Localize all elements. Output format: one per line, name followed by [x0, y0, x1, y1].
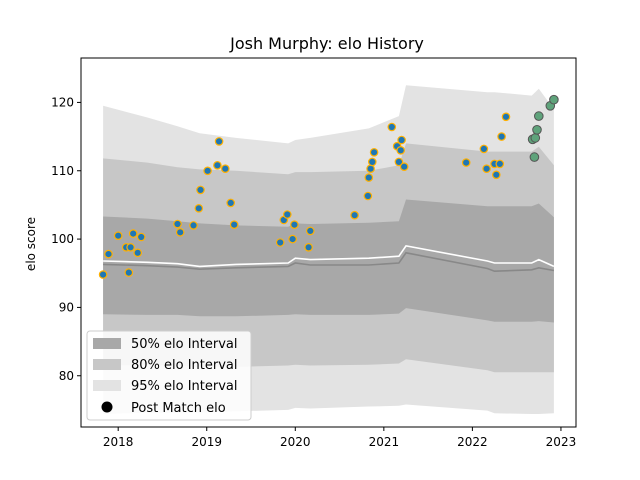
post-match-point: [229, 220, 239, 230]
post-match-point: [128, 229, 138, 238]
post-match-point: [213, 161, 222, 170]
x-tick-label: 2022: [457, 435, 488, 449]
recent-match-point: [534, 111, 544, 121]
y-axis-label: elo score: [24, 217, 38, 271]
post-match-point: [479, 144, 489, 154]
post-match-point: [196, 185, 205, 195]
y-tick-label: 80: [59, 369, 74, 383]
post-match-point: [133, 248, 143, 258]
post-match-point: [275, 238, 285, 247]
post-match-point: [203, 166, 212, 176]
post-match-point: [394, 157, 404, 167]
y-axis-ticks: 80 90 100 110 120: [51, 95, 81, 383]
mean-elo-line: [103, 245, 555, 268]
post-match-point: [126, 243, 135, 252]
post-match-point: [113, 231, 123, 241]
post-match-point: [501, 112, 511, 122]
legend: 50% elo Interval 80% elo Interval 95% el…: [86, 330, 252, 421]
post-match-point: [221, 164, 230, 174]
y-tick-label: 90: [59, 300, 74, 314]
legend-swatch-80: [93, 359, 121, 370]
median-elo-line: [103, 251, 555, 273]
legend-box: [86, 330, 252, 421]
recent-match-point: [549, 94, 559, 105]
post-match-point: [194, 204, 204, 213]
post-match-point: [304, 243, 313, 252]
legend-label-post-match: Post Match elo: [131, 401, 226, 416]
post-match-point: [189, 221, 198, 230]
legend-label-95: 95% elo Interval: [131, 379, 238, 394]
chart-title: Josh Murphy: elo History: [229, 34, 424, 53]
y-tick-label: 110: [51, 164, 74, 178]
post-match-point: [369, 148, 379, 157]
post-match-point: [399, 162, 409, 172]
legend-marker-post-match: [101, 401, 113, 413]
post-match-point: [387, 122, 397, 132]
post-match-point: [495, 159, 505, 169]
post-match-point: [175, 228, 185, 237]
legend-label-50: 50% elo Interval: [131, 337, 238, 352]
recent-match-point: [532, 125, 542, 135]
legend-swatch-95: [93, 380, 121, 391]
post-match-point: [136, 232, 146, 242]
x-tick-label: 2021: [369, 435, 400, 449]
interval-50-band: [103, 199, 554, 323]
recent-match-point: [530, 133, 541, 143]
x-axis-ticks: 2018 2019 2020 2021 2022 2023: [103, 427, 576, 449]
post-match-point: [491, 170, 501, 180]
post-match-point: [366, 164, 375, 174]
post-match-point: [367, 157, 377, 167]
post-match-point: [350, 210, 359, 220]
post-match-point: [173, 219, 182, 229]
x-tick-label: 2019: [191, 435, 222, 449]
y-tick-label: 100: [51, 232, 74, 246]
post-match-point: [497, 132, 506, 141]
legend-swatch-50: [93, 338, 121, 349]
x-tick-label: 2023: [546, 435, 577, 449]
post-match-point: [482, 164, 491, 174]
post-match-point: [363, 191, 373, 201]
post-match-point: [226, 198, 236, 208]
post-match-point: [282, 210, 292, 219]
x-tick-label: 2020: [280, 435, 311, 449]
post-match-point: [288, 234, 297, 244]
post-match-point: [98, 270, 108, 279]
legend-label-80: 80% elo Interval: [131, 358, 238, 373]
y-tick-label: 120: [51, 95, 74, 109]
post-match-point: [104, 249, 113, 259]
plot-frame: [80, 57, 577, 428]
post-match-point: [124, 268, 134, 277]
post-match-points: [98, 94, 559, 279]
post-match-point: [461, 158, 471, 167]
post-match-point: [214, 137, 224, 146]
post-match-point: [364, 173, 374, 182]
post-match-point: [396, 146, 406, 155]
post-match-point: [305, 226, 315, 236]
recent-match-point: [529, 152, 540, 162]
x-tick-label: 2018: [103, 435, 134, 449]
post-match-point: [397, 135, 406, 145]
post-match-point: [290, 220, 299, 230]
